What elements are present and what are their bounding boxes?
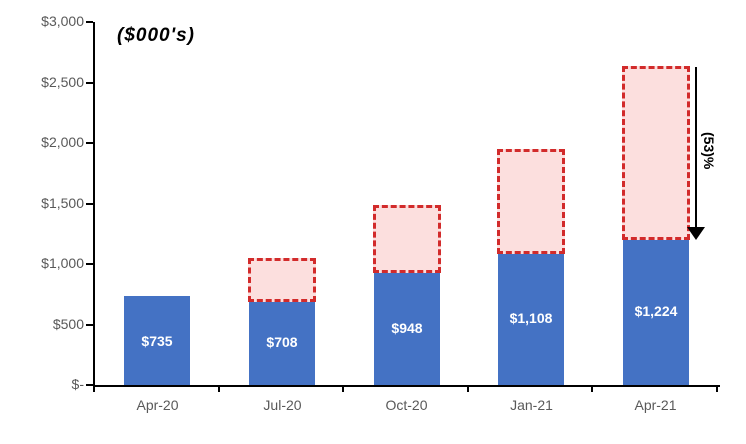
bar-value-label: $948 <box>391 319 423 336</box>
y-axis-tick-label: $3,000 <box>41 13 84 29</box>
bar-value-label: $1,224 <box>634 303 678 319</box>
category-label: Jul-20 <box>263 397 302 413</box>
gap-box <box>622 66 690 240</box>
y-axis-tick-label: $500 <box>52 316 84 332</box>
bar: $708 <box>249 299 315 385</box>
bar-value-label: $708 <box>266 334 298 350</box>
category-label: Oct-20 <box>385 397 428 413</box>
y-axis-tick-mark <box>86 263 93 265</box>
annotation-label: (53)% <box>701 132 717 170</box>
category-label: Apr-21 <box>634 397 677 413</box>
bar: $1,224 <box>623 237 689 385</box>
y-axis-tick-mark <box>86 21 93 23</box>
x-axis-line <box>93 385 720 387</box>
bar-value-label: $1,108 <box>509 310 553 326</box>
bar: $735 <box>124 296 190 385</box>
x-axis-tick-mark <box>591 387 593 392</box>
category-label: Jan-21 <box>510 397 553 413</box>
bar-value-label: $735 <box>141 332 173 349</box>
y-axis-line <box>93 22 95 387</box>
y-axis-tick-mark <box>86 384 93 386</box>
y-axis-tick-label: $2,500 <box>41 74 84 90</box>
bar: $948 <box>374 270 440 385</box>
x-axis-tick-mark <box>218 387 220 392</box>
trend-arrow-line <box>695 67 697 227</box>
category-label: Apr-20 <box>136 397 179 413</box>
y-axis-tick-mark <box>86 324 93 326</box>
x-axis-tick-mark <box>467 387 469 392</box>
x-axis-tick-mark <box>716 387 718 392</box>
gap-box <box>497 149 565 254</box>
y-axis-tick-label: $- <box>71 376 84 392</box>
y-axis-tick-label: $1,500 <box>41 195 84 211</box>
arrow-head-icon <box>687 227 705 240</box>
gap-box <box>248 258 316 302</box>
y-axis-tick-label: $1,000 <box>41 255 84 271</box>
x-axis-tick-mark <box>342 387 344 392</box>
y-axis-tick-mark <box>86 203 93 205</box>
y-axis-tick-mark <box>86 82 93 84</box>
y-axis-tick-mark <box>86 142 93 144</box>
gap-box <box>373 205 441 273</box>
axis-unit-label: ($000's) <box>117 25 196 46</box>
y-axis-tick-label: $2,000 <box>41 134 84 150</box>
bar: $1,108 <box>498 251 564 385</box>
x-axis-tick-mark <box>93 387 95 392</box>
